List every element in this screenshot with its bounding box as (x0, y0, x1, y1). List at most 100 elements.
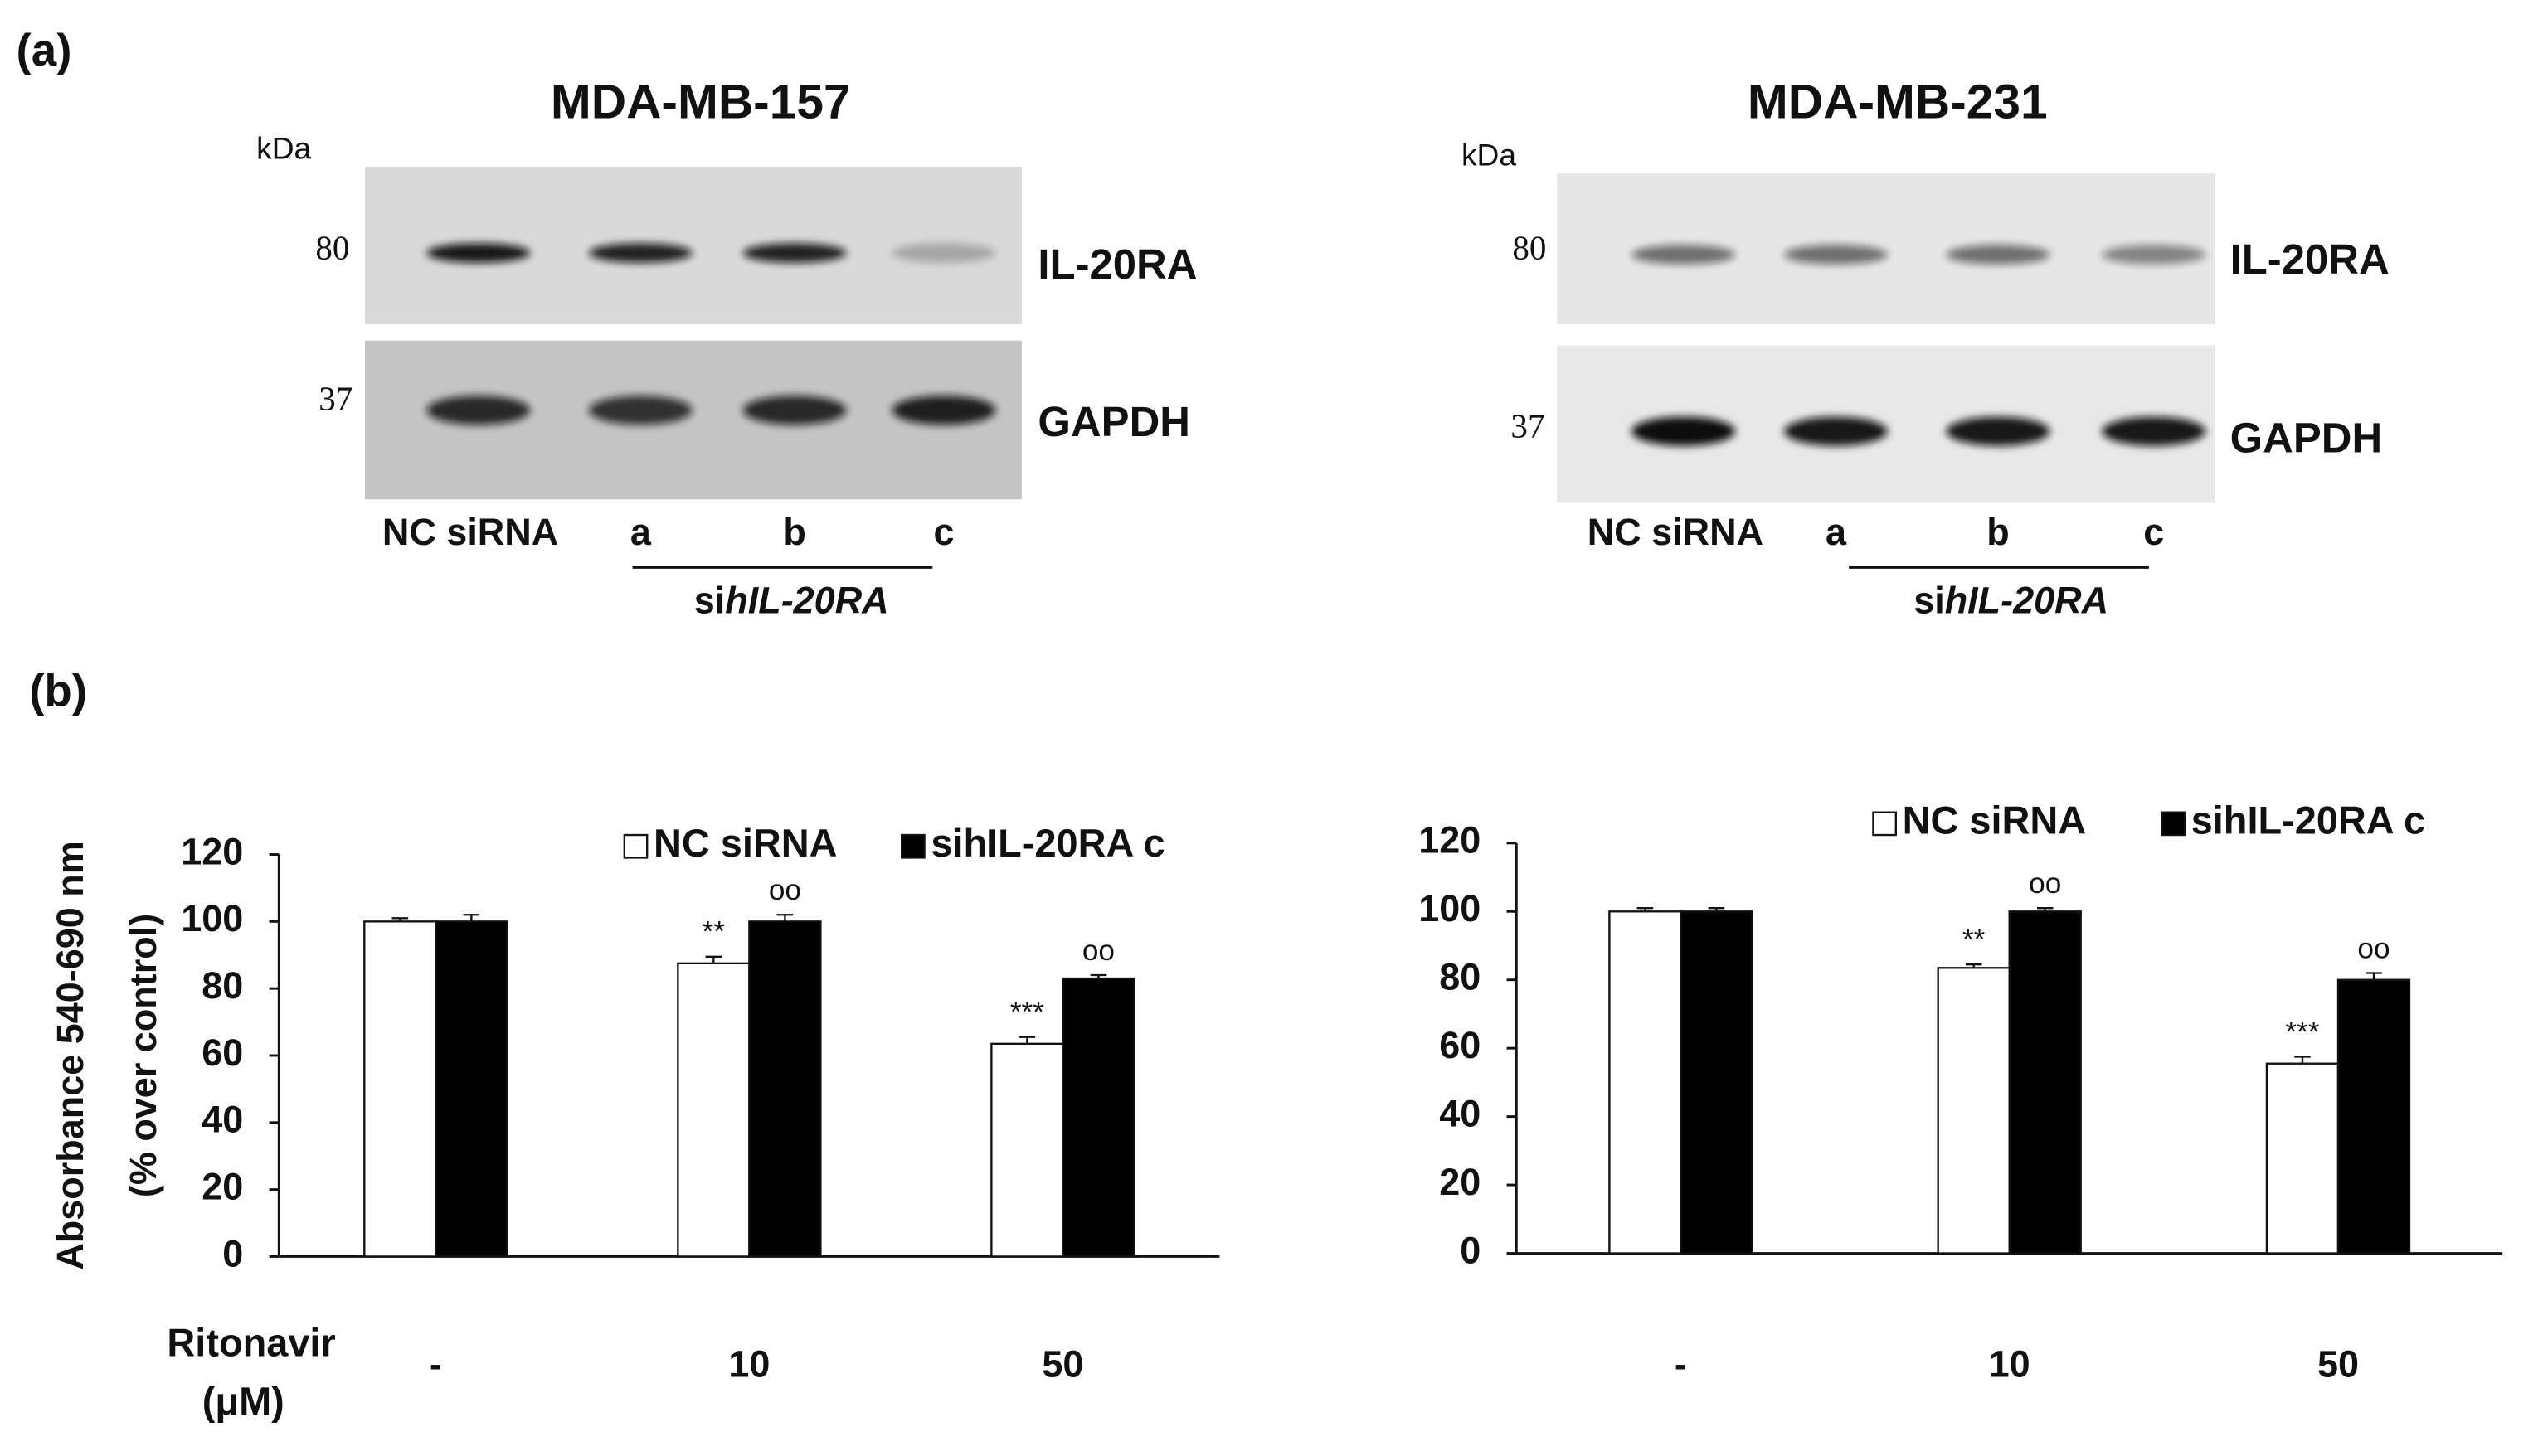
blot-band (1946, 245, 2050, 265)
significance-label: ** (1962, 924, 1986, 956)
y-tick-label: 60 (202, 1031, 243, 1074)
x-tick-label: 10 (728, 1342, 770, 1385)
panel-label: (a) (17, 24, 72, 75)
protein-label: GAPDH (1038, 398, 1190, 445)
bar (1062, 977, 1135, 1258)
bar (1937, 967, 2011, 1255)
legend-swatch (623, 833, 649, 859)
blot-band (426, 396, 531, 425)
legend-swatch (2161, 811, 2186, 837)
error-bar (705, 955, 722, 963)
bar (2265, 1062, 2340, 1255)
group-label: sihIL-20RA (694, 579, 889, 621)
blot-title: MDA-MB-231 (1748, 75, 2048, 129)
y-tick-label: 120 (1418, 819, 1481, 861)
blot-band (588, 243, 693, 263)
significance-label: oo (769, 874, 801, 906)
marker-label: 80 (1512, 229, 1546, 267)
lane-label: a (630, 511, 652, 553)
blot-band (426, 243, 531, 263)
kda-label: kDa (1461, 138, 1516, 172)
panel-label: (b) (29, 664, 87, 716)
bar (1608, 910, 1682, 1255)
blot-band (742, 396, 847, 425)
y-tick-label: 0 (222, 1232, 243, 1274)
blot-band (892, 396, 996, 425)
blot-band (1631, 245, 1736, 265)
significance-label: *** (1010, 997, 1044, 1029)
protein-label: IL-20RA (1038, 240, 1197, 288)
y-tick-label: 20 (1439, 1161, 1481, 1203)
x-tick-label: 50 (2317, 1342, 2359, 1385)
y-tick-label: 40 (202, 1099, 243, 1141)
bar (435, 920, 508, 1258)
blot-band (2102, 416, 2206, 446)
significance-label: oo (1082, 934, 1115, 967)
lane-label: c (934, 511, 955, 553)
lane-label: NC siRNA (382, 511, 558, 553)
y-tick-label: 100 (1418, 887, 1481, 929)
y-tick-label: 0 (1460, 1229, 1481, 1271)
bar (677, 962, 751, 1258)
lane-label: NC siRNA (1588, 511, 1763, 553)
lane-label: a (1826, 511, 1847, 553)
significance-label: oo (2029, 867, 2061, 900)
error-bar (1090, 973, 1107, 979)
marker-label: 37 (318, 379, 353, 417)
y-tick-label: 20 (202, 1166, 243, 1208)
x-tick-label: 50 (1042, 1342, 1083, 1385)
bar (2008, 910, 2082, 1255)
legend-label: sihIL-20RA c (2191, 799, 2425, 842)
y-axis-label: Absorbance 540-690 nm (49, 841, 91, 1269)
x-tick-label: - (1675, 1342, 1687, 1385)
group-prefix: si (1913, 579, 1945, 621)
significance-label: ** (703, 916, 726, 949)
bar (363, 920, 437, 1258)
blot-band (892, 243, 996, 263)
blot-band (2102, 245, 2206, 265)
x-tick-label: - (430, 1342, 442, 1385)
bar (1680, 910, 1753, 1255)
legend-swatch (1872, 811, 1897, 837)
error-bar (2366, 972, 2382, 980)
group-gene: hIL-20RA (725, 579, 888, 621)
error-bar (2036, 906, 2054, 912)
y-tick-label: 80 (202, 964, 243, 1007)
blot-band (1783, 245, 1889, 265)
legend-swatch (901, 833, 926, 859)
kda-label: kDa (256, 131, 311, 166)
protein-label: IL-20RA (2230, 235, 2390, 283)
x-axis-label: (μM) (202, 1380, 284, 1423)
legend-label: sihIL-20RA c (931, 822, 1165, 865)
y-tick-label: 40 (1439, 1093, 1481, 1135)
marker-label: 80 (315, 229, 349, 267)
error-bar (391, 917, 409, 922)
lane-label: c (2143, 511, 2164, 553)
error-bar (1708, 906, 1725, 912)
marker-label: 37 (1510, 407, 1544, 445)
bar (748, 920, 822, 1258)
x-tick-label: 10 (1989, 1342, 2030, 1385)
group-label: sihIL-20RA (1913, 579, 2108, 621)
y-tick-label: 120 (181, 830, 243, 872)
y-tick-label: 60 (1439, 1024, 1481, 1066)
blot-title: MDA-MB-157 (551, 75, 851, 129)
blot-band (1631, 416, 1736, 446)
significance-label: oo (2357, 932, 2390, 964)
y-tick-label: 100 (181, 897, 243, 939)
error-bar (2294, 1056, 2311, 1064)
lane-label: b (783, 511, 805, 553)
bar (990, 1042, 1064, 1258)
error-bar (1965, 963, 1982, 968)
blot-band (742, 243, 847, 263)
group-prefix: si (694, 579, 726, 621)
lane-label: b (1986, 511, 2009, 553)
error-bar (1636, 906, 1654, 912)
x-axis-label: Ritonavir (167, 1321, 335, 1364)
error-bar (1019, 1036, 1036, 1044)
blot-band (1946, 416, 2050, 446)
blot-band (1783, 416, 1889, 446)
legend-label: NC siRNA (654, 822, 838, 865)
